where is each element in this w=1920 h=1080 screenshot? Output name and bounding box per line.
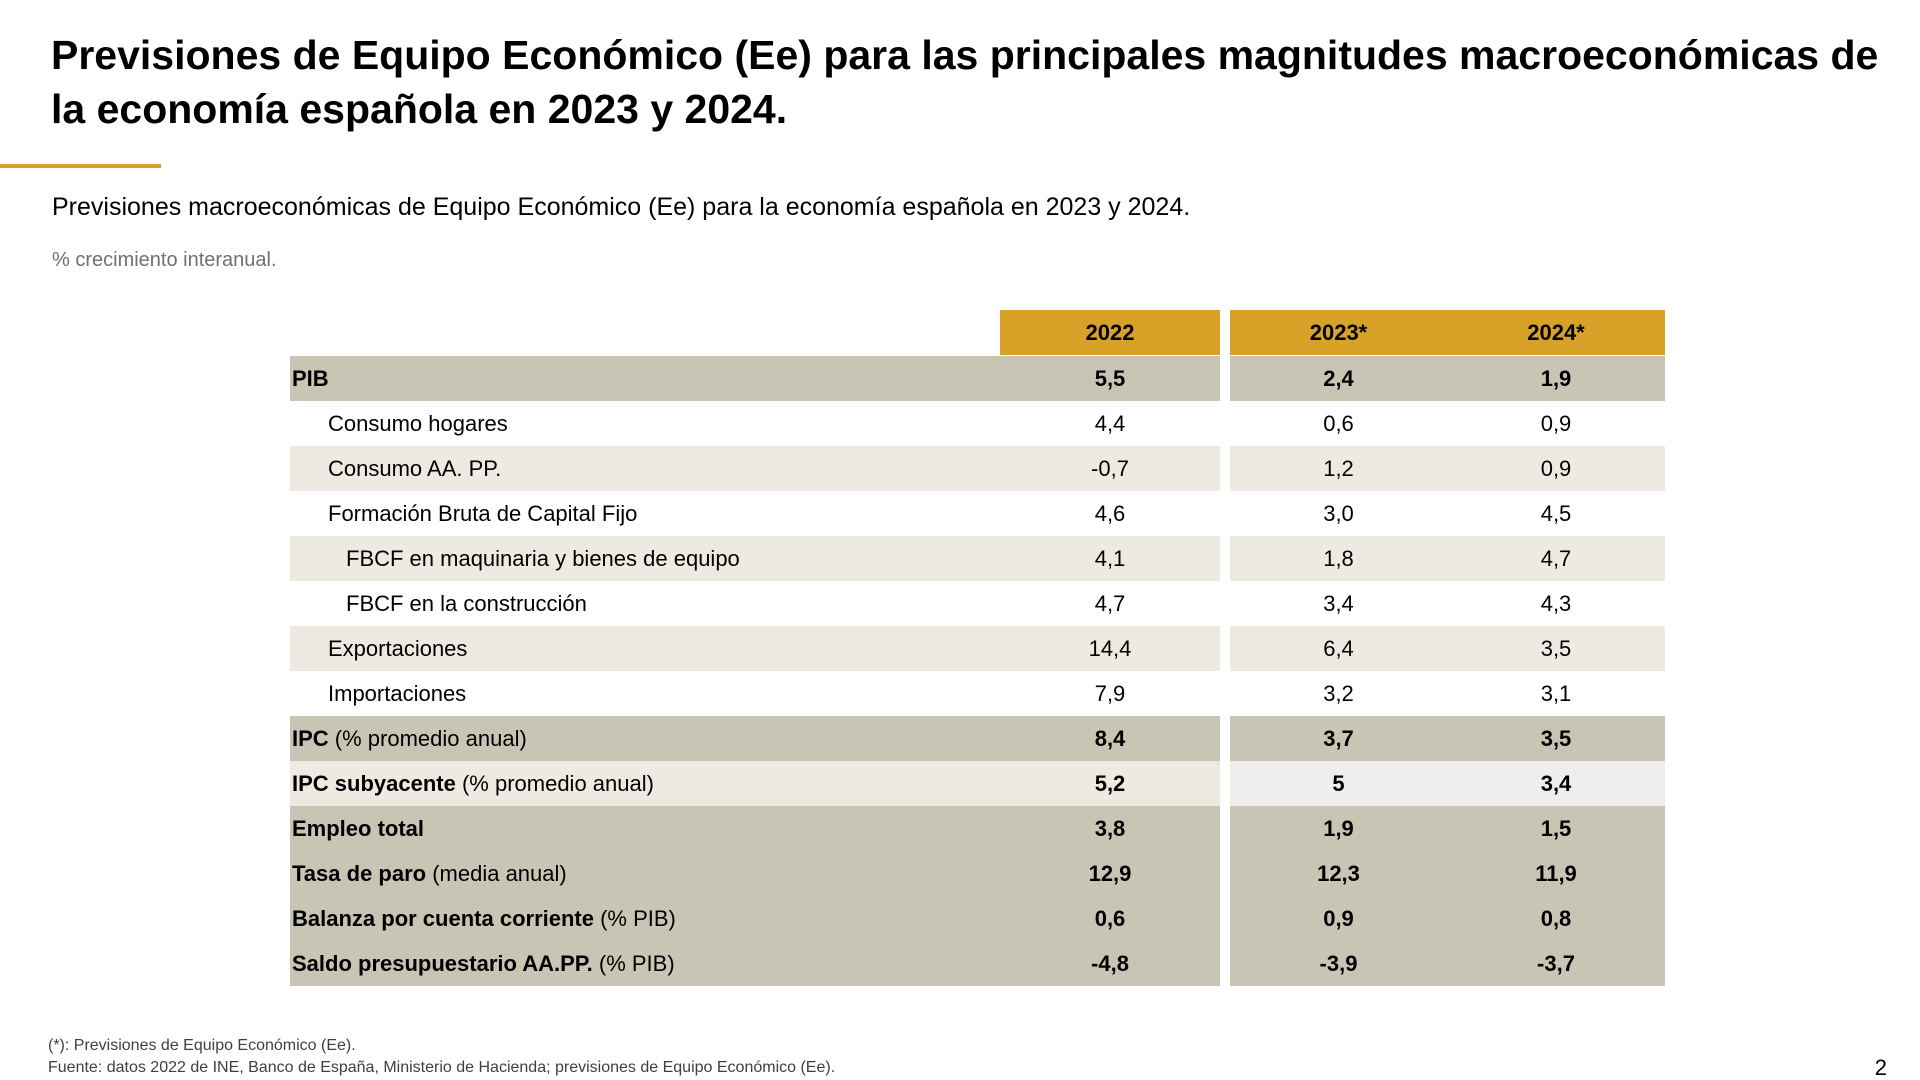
value-2022: 3,8 — [1094, 816, 1126, 841]
value-2024: 11,9 — [1535, 861, 1577, 886]
value-2022: 0,6 — [1094, 906, 1126, 931]
table-row: IPC (% promedio anual) 8,4 3,7 3,5 — [290, 716, 1665, 761]
table-row: Balanza por cuenta corriente (% PIB) 0,6… — [290, 896, 1665, 941]
value-2023: 3,4 — [1323, 591, 1354, 616]
value-2024: -3,7 — [1537, 951, 1575, 976]
value-2022: 5,5 — [1094, 366, 1126, 391]
value-2023: 1,2 — [1323, 456, 1354, 481]
row-label: FBCF en maquinaria y bienes de equipo — [346, 546, 740, 571]
value-2024: 0,9 — [1540, 411, 1572, 436]
row-label: FBCF en la construcción — [346, 591, 587, 616]
table-row: IPC subyacente (% promedio anual) 5,2 5 … — [290, 761, 1665, 806]
value-2024: 4,3 — [1540, 591, 1572, 616]
units-note: % crecimiento interanual. — [52, 249, 277, 271]
value-2023: 5 — [1332, 771, 1345, 796]
value-2022: 4,1 — [1094, 546, 1126, 571]
value-2022: 4,7 — [1094, 591, 1126, 616]
table-row: Formación Bruta de Capital Fijo 4,6 3,0 … — [290, 491, 1665, 536]
table-row: Importaciones 7,9 3,2 3,1 — [290, 671, 1665, 716]
value-2023: 0,9 — [1323, 906, 1354, 931]
table-row: Exportaciones 14,4 6,4 3,5 — [290, 626, 1665, 671]
value-2024: 1,9 — [1540, 366, 1572, 391]
value-2023: 0,6 — [1323, 411, 1354, 436]
row-label: Exportaciones — [328, 636, 468, 661]
value-2023: 12,3 — [1317, 861, 1360, 886]
row-label: IPC subyacente (% promedio anual) — [292, 771, 654, 796]
value-2023: 3,0 — [1323, 501, 1354, 526]
row-label: Importaciones — [328, 681, 467, 706]
column-header-2023: 2023* — [1309, 320, 1368, 345]
page-number: 2 — [1874, 1055, 1887, 1080]
value-2022: 4,4 — [1094, 411, 1126, 436]
row-label: Tasa de paro (media anual) — [292, 861, 567, 886]
value-2023: 1,9 — [1323, 816, 1354, 841]
page-title: Previsiones de Equipo Económico (Ee) par… — [51, 32, 1879, 132]
value-2024: 0,9 — [1540, 456, 1572, 481]
value-2024: 3,4 — [1540, 771, 1572, 796]
row-label: PIB — [292, 366, 329, 391]
value-2022: 12,9 — [1088, 861, 1132, 886]
value-2023: 3,2 — [1323, 681, 1354, 706]
value-2023: 2,4 — [1323, 366, 1354, 391]
value-2022: 14,4 — [1088, 636, 1132, 661]
value-2024: 3,5 — [1540, 636, 1572, 661]
row-label: Consumo AA. PP. — [328, 456, 502, 481]
value-2024: 1,5 — [1540, 816, 1572, 841]
row-label: Consumo hogares — [328, 411, 508, 436]
table-row: Saldo presupuestario AA.PP. (% PIB) -4,8… — [290, 941, 1665, 986]
value-2022: -4,8 — [1091, 951, 1129, 976]
table-row: FBCF en maquinaria y bienes de equipo 4,… — [290, 536, 1665, 581]
row-label: Balanza por cuenta corriente (% PIB) — [292, 906, 676, 931]
value-2024: 0,8 — [1540, 906, 1572, 931]
value-2022: 4,6 — [1094, 501, 1126, 526]
table-row: Consumo hogares 4,4 0,6 0,9 — [290, 401, 1665, 446]
row-label: Saldo presupuestario AA.PP. (% PIB) — [292, 951, 675, 976]
value-2022: -0,7 — [1091, 456, 1129, 481]
value-2024: 3,5 — [1540, 726, 1572, 751]
table-subtitle: Previsiones macroeconómicas de Equipo Ec… — [52, 193, 1191, 221]
table-row: PIB 5,5 2,4 1,9 — [290, 356, 1665, 401]
row-label: IPC (% promedio anual) — [292, 726, 527, 751]
value-2023: 3,7 — [1323, 726, 1354, 751]
footnote-source: Fuente: datos 2022 de INE, Banco de Espa… — [48, 1059, 836, 1076]
row-label: Formación Bruta de Capital Fijo — [328, 501, 638, 526]
table-row: Tasa de paro (media anual) 12,9 12,3 11,… — [290, 851, 1665, 896]
row-label: Empleo total — [292, 816, 425, 841]
table-row: Empleo total 3,8 1,9 1,5 — [290, 806, 1665, 851]
table-row: FBCF en la construcción 4,7 3,4 4,3 — [290, 581, 1665, 626]
column-header-2024: 2024* — [1527, 320, 1585, 345]
value-2024: 3,1 — [1540, 681, 1572, 706]
value-2023: -3,9 — [1319, 951, 1358, 976]
column-header-2022: 2022 — [1000, 310, 1220, 355]
value-2023: 1,8 — [1323, 546, 1354, 571]
value-2023: 6,4 — [1323, 636, 1354, 661]
value-2022: 7,9 — [1094, 681, 1126, 706]
value-2022: 5,2 — [1094, 771, 1126, 796]
value-2024: 4,7 — [1540, 546, 1572, 571]
value-2024: 4,5 — [1540, 501, 1572, 526]
footnote-forecast: (*): Previsiones de Equipo Económico (Ee… — [48, 1037, 356, 1054]
title-accent-rule — [0, 164, 161, 168]
value-2022: 8,4 — [1094, 726, 1126, 751]
table-row: Consumo AA. PP. -0,7 1,2 0,9 — [290, 446, 1665, 491]
table-header-row: 2022 2023* 2024* — [290, 310, 1665, 355]
